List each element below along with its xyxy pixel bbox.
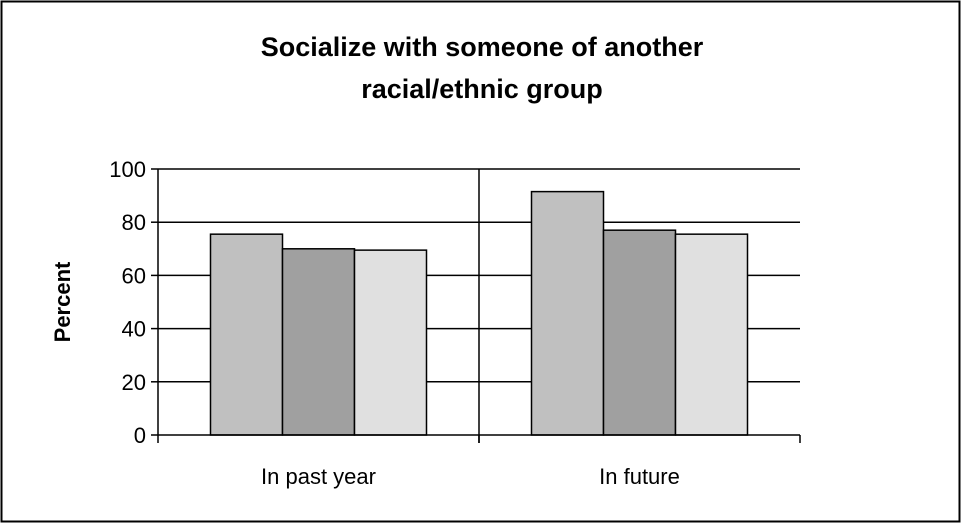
y-tick-label-40: 40	[122, 317, 146, 342]
bar-series1-cat1	[209, 233, 284, 436]
bar-series3-cat1	[353, 249, 428, 436]
axes: In past year In future 0 20 40 60 80 100	[109, 157, 801, 489]
y-tick-label-20: 20	[122, 370, 146, 395]
x-category-label-2: In future	[599, 464, 680, 489]
bars	[209, 190, 749, 436]
bar-series2-cat1	[281, 248, 356, 436]
y-tick-label-100: 100	[109, 157, 146, 182]
y-tick-label-80: 80	[122, 210, 146, 235]
bar-series1-cat2	[530, 190, 605, 436]
chart-title-line-1: Socialize with someone of another	[261, 32, 704, 62]
y-tick-label-0: 0	[134, 423, 146, 448]
chart-title-line-2: racial/ethnic group	[361, 74, 603, 104]
y-axis-label: Percent	[50, 261, 75, 342]
bar-series2-cat2	[602, 229, 677, 436]
y-tick-label-60: 60	[122, 263, 146, 288]
x-category-label-1: In past year	[261, 464, 376, 489]
bar-series3-cat2	[674, 233, 749, 436]
